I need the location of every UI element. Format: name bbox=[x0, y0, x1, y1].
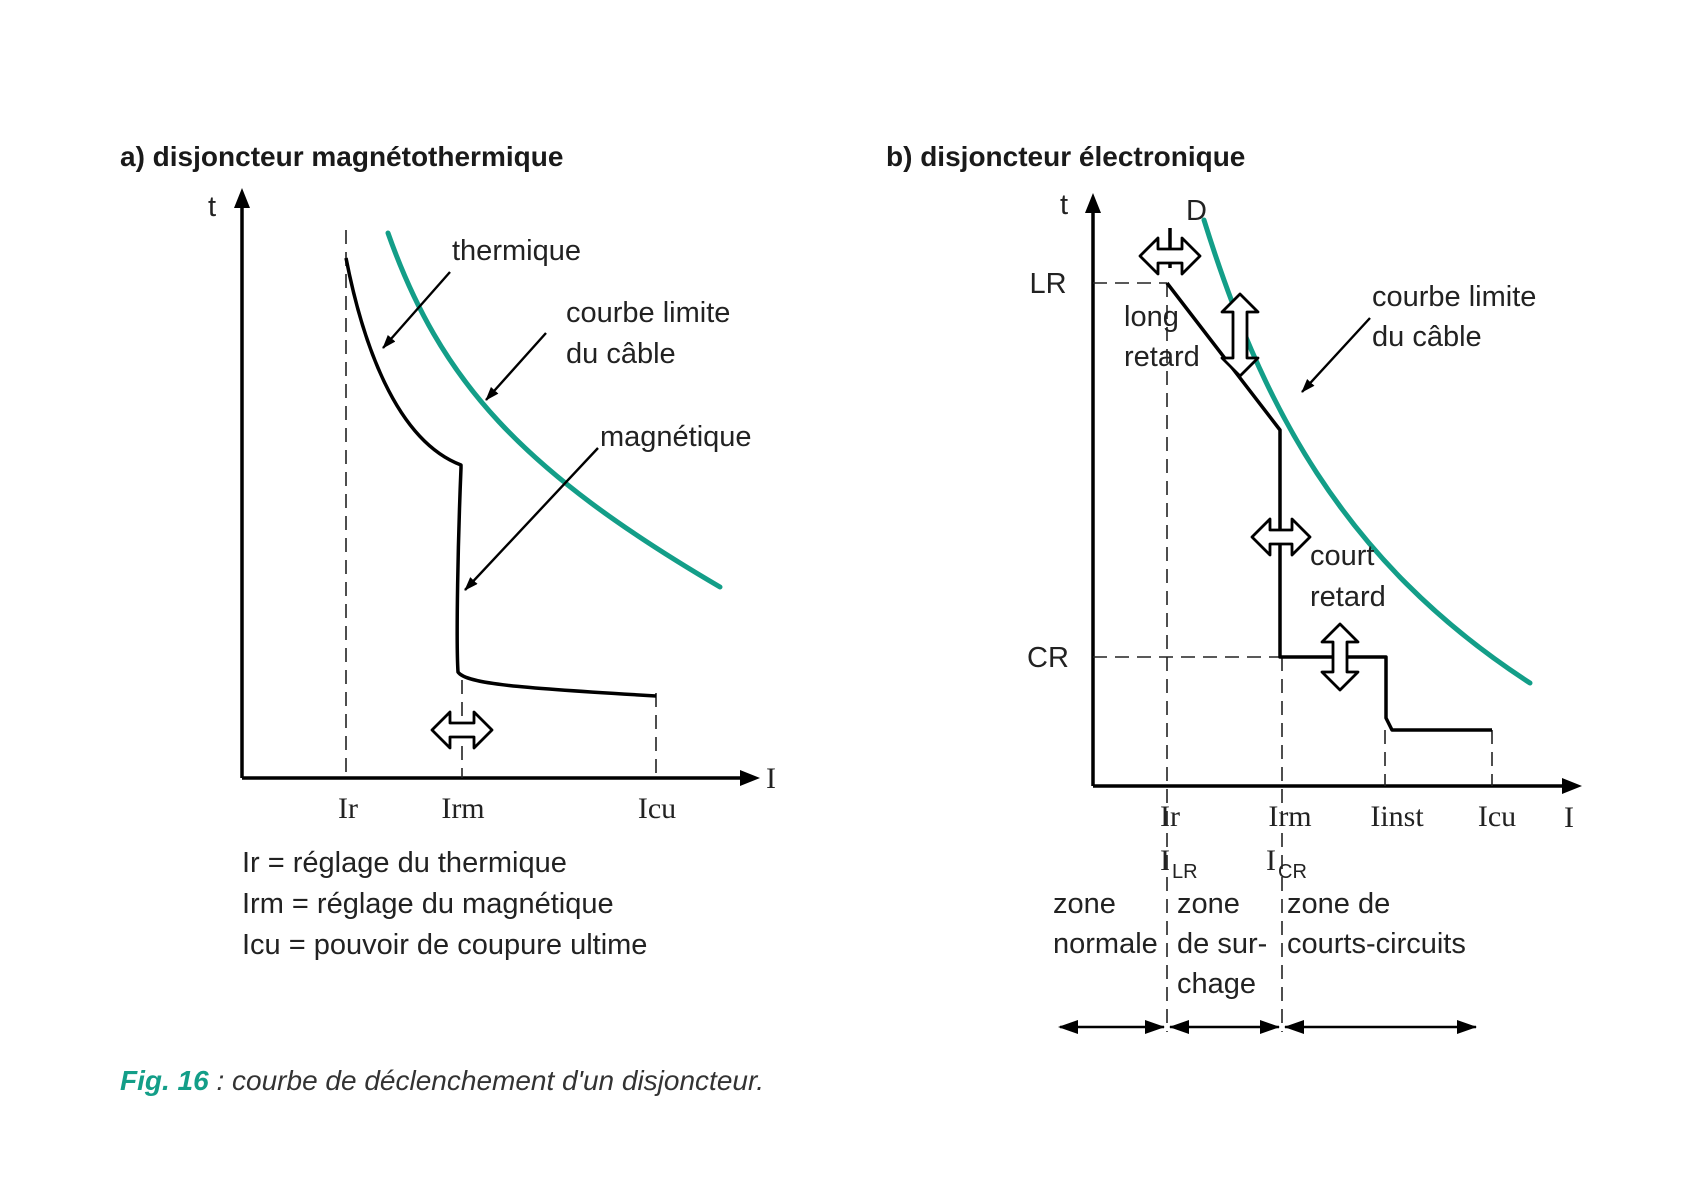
zone-label-line: courts-circuits bbox=[1287, 928, 1466, 960]
zone-arrowhead bbox=[1058, 1020, 1078, 1034]
panel-b-trip-curve bbox=[1165, 281, 1492, 732]
panel-a: a) disjoncteur magnétothermique t I ther… bbox=[120, 141, 776, 961]
panel-b-axis-i: I bbox=[1564, 801, 1574, 834]
panel-a-axis-i: I bbox=[766, 762, 776, 795]
panel-b-zone-normale: zone normale bbox=[1053, 888, 1158, 960]
panel-b-label-courbe-2: du câble bbox=[1372, 321, 1482, 353]
panel-b-tick-icu: Icu bbox=[1478, 800, 1516, 833]
panel-a-tick-ir: Ir bbox=[338, 792, 358, 825]
panel-a-trip-curve bbox=[344, 257, 657, 698]
panel-b-ytick-cr: CR bbox=[1027, 642, 1069, 674]
panel-a-legend-line: Irm = réglage du magnétique bbox=[242, 888, 614, 920]
panel-b-long-retard-adjust-icon bbox=[1220, 292, 1260, 378]
panel-b-subtick-sub: CR bbox=[1278, 861, 1307, 883]
panel-b-label-long: long bbox=[1124, 301, 1179, 333]
zone-arrowhead bbox=[1260, 1020, 1280, 1034]
panel-a-x-arrowhead bbox=[740, 770, 760, 786]
panel-b-x-arrowhead bbox=[1562, 778, 1582, 794]
panel-b-zone-arrows bbox=[1058, 1020, 1477, 1034]
panel-a-label-courbe-2: du câble bbox=[566, 338, 676, 370]
panel-a-label-thermique: thermique bbox=[452, 235, 581, 267]
panel-b-zone-surcharge: zone de sur- chage bbox=[1177, 888, 1267, 1000]
panel-b-court-retard-adjust-icon bbox=[1250, 517, 1312, 557]
panel-b-subtick-main: I bbox=[1266, 844, 1276, 877]
zone-arrowhead bbox=[1145, 1020, 1165, 1034]
panel-b-axis-t: t bbox=[1060, 189, 1068, 221]
panel-a-legend-line: Icu = pouvoir de coupure ultime bbox=[242, 929, 647, 961]
panel-a-cable-pointer bbox=[485, 332, 547, 401]
panel-b-zone-courts-circuits: zone de courts-circuits bbox=[1287, 888, 1466, 960]
caption-text: : courbe de déclenchement d'un disjoncte… bbox=[209, 1065, 764, 1096]
panel-b-tick-iinst: Iinst bbox=[1370, 800, 1424, 833]
caption-fig-number: Fig. 16 bbox=[120, 1065, 209, 1096]
panel-b-y-arrowhead bbox=[1085, 193, 1101, 213]
panel-a-label-magnetique: magnétique bbox=[600, 421, 752, 453]
panel-b-label-court-retard: retard bbox=[1310, 581, 1386, 613]
panel-b-d-adjust-icon bbox=[1138, 236, 1202, 276]
panel-a-cable-curve bbox=[385, 230, 723, 590]
zone-label-line: zone de bbox=[1287, 888, 1390, 920]
zone-label-line: zone bbox=[1053, 888, 1116, 920]
panel-a-title: a) disjoncteur magnétothermique bbox=[120, 141, 563, 172]
panel-a-tick-icu: Icu bbox=[638, 792, 676, 825]
panel-b: b) disjoncteur électronique t I LR CR D bbox=[886, 141, 1582, 1034]
zone-label-line: chage bbox=[1177, 968, 1256, 1000]
panel-a-magnetique-pointer bbox=[464, 447, 599, 591]
figure-caption: Fig. 16 : courbe de déclenchement d'un d… bbox=[120, 1065, 764, 1096]
panel-b-cable-curve bbox=[1201, 217, 1533, 686]
panel-b-title: b) disjoncteur électronique bbox=[886, 141, 1245, 172]
panel-b-subtick-icr: I CR bbox=[1266, 844, 1307, 883]
panel-b-tick-ir: Ir bbox=[1160, 800, 1180, 833]
panel-a-legend-line: Ir = réglage du thermique bbox=[242, 847, 567, 879]
panel-b-subtick-main: I bbox=[1160, 844, 1170, 877]
zone-arrowhead bbox=[1457, 1020, 1477, 1034]
panel-b-label-court: court bbox=[1310, 540, 1374, 572]
zone-label-line: zone bbox=[1177, 888, 1240, 920]
panel-b-subtick-sub: LR bbox=[1172, 861, 1198, 883]
panel-a-y-arrowhead bbox=[234, 188, 250, 208]
panel-b-label-long-retard: retard bbox=[1124, 341, 1200, 373]
zone-label-line: normale bbox=[1053, 928, 1158, 960]
zone-arrowhead bbox=[1284, 1020, 1304, 1034]
panel-a-axis-t: t bbox=[208, 191, 216, 223]
panel-b-label-courbe-1: courbe limite bbox=[1372, 281, 1536, 313]
zone-label-line: de sur- bbox=[1177, 928, 1267, 960]
panel-b-axes: t I bbox=[1060, 189, 1582, 834]
panel-b-cr-adjust-icon bbox=[1320, 622, 1360, 692]
panel-b-label-d: D bbox=[1186, 195, 1207, 227]
zone-arrowhead bbox=[1169, 1020, 1189, 1034]
panel-a-axes: t I bbox=[208, 188, 776, 795]
panel-b-cable-pointer bbox=[1301, 317, 1371, 393]
panel-a-adjust-arrow-icon bbox=[430, 710, 494, 750]
panel-a-tick-irm: Irm bbox=[441, 792, 484, 825]
panel-a-label-courbe-1: courbe limite bbox=[566, 297, 730, 329]
panel-b-tick-irm: Irm bbox=[1268, 800, 1311, 833]
panel-b-subtick-ilr: I LR bbox=[1160, 844, 1198, 883]
panel-a-thermique-pointer bbox=[382, 271, 451, 349]
panel-b-ytick-lr: LR bbox=[1029, 268, 1066, 300]
